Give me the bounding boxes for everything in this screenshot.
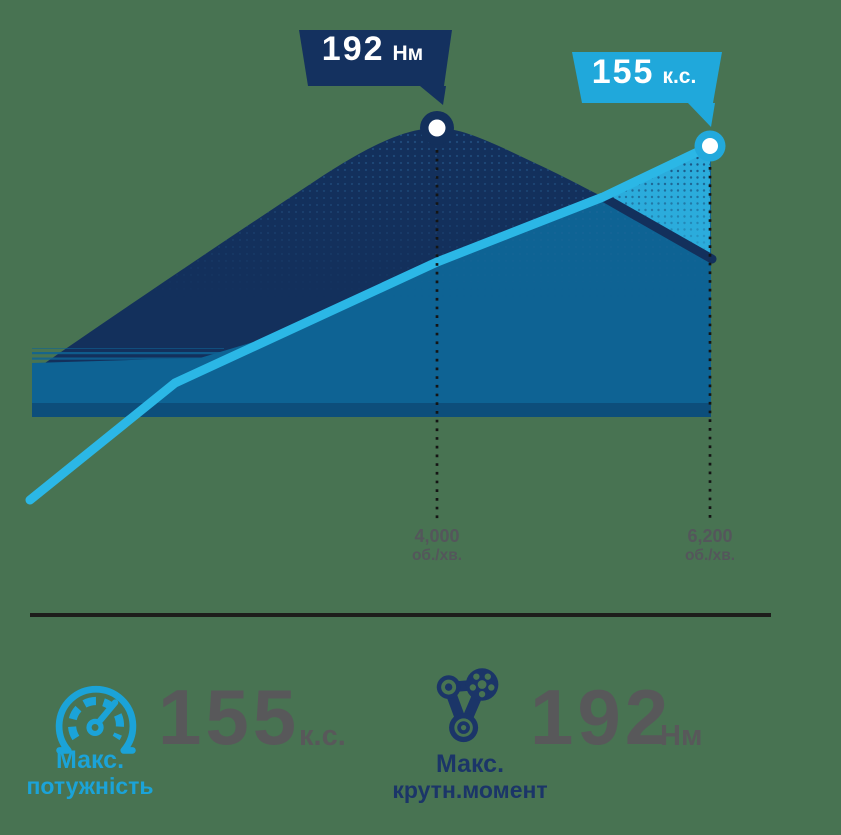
max-power-label-line1: Макс. [55, 746, 125, 774]
max-torque-value: 192 [530, 673, 673, 761]
max-power-value: 155 [158, 673, 301, 761]
torque-callout-value: 192 [321, 30, 385, 68]
max-torque-label-line2: крутн.момент [392, 777, 548, 803]
torque-callout-text: 192 Нм [299, 30, 446, 80]
x-tick-6200-value: 6,200 [687, 526, 733, 546]
triangle-halftone [603, 146, 710, 258]
section-divider [30, 613, 771, 617]
x-tick-4000: 4,000 об./хв. [367, 526, 507, 565]
power-callout-bubble [572, 52, 722, 127]
x-tick-4000-unit: об./хв. [411, 546, 463, 564]
torque-callout-bubble [299, 30, 452, 105]
max-power-label: Макс. потужність [0, 746, 180, 800]
torque-curve-descent-line [598, 192, 717, 264]
max-torque-unit: Нм [660, 720, 703, 752]
power-peak-marker [694, 130, 726, 162]
power-callout-text: 155 к.с. [574, 53, 714, 98]
x-tick-6200-unit: об./хв. [684, 546, 736, 564]
max-power-label-line2: потужність [26, 773, 154, 799]
max-power-unit: к.с. [299, 720, 346, 752]
chart-baseline-band [32, 403, 711, 417]
torque-peak-marker [420, 111, 454, 145]
x-tick-6200: 6,200 об./хв. [640, 526, 780, 565]
max-torque-label: Макс. крутн.момент [370, 750, 570, 804]
torque-callout-unit: Нм [392, 42, 424, 65]
power-curve-line [25, 141, 715, 505]
max-torque-label-line1: Макс. [435, 750, 505, 778]
speedometer-icon [55, 685, 137, 754]
torque-area-halftone [32, 128, 711, 417]
timing-belt-icon [436, 668, 499, 743]
x-tick-4000-value: 4,000 [414, 526, 460, 546]
power-callout-value: 155 [591, 53, 655, 91]
power-callout-unit: к.с. [662, 65, 697, 88]
performance-chart [25, 30, 726, 520]
